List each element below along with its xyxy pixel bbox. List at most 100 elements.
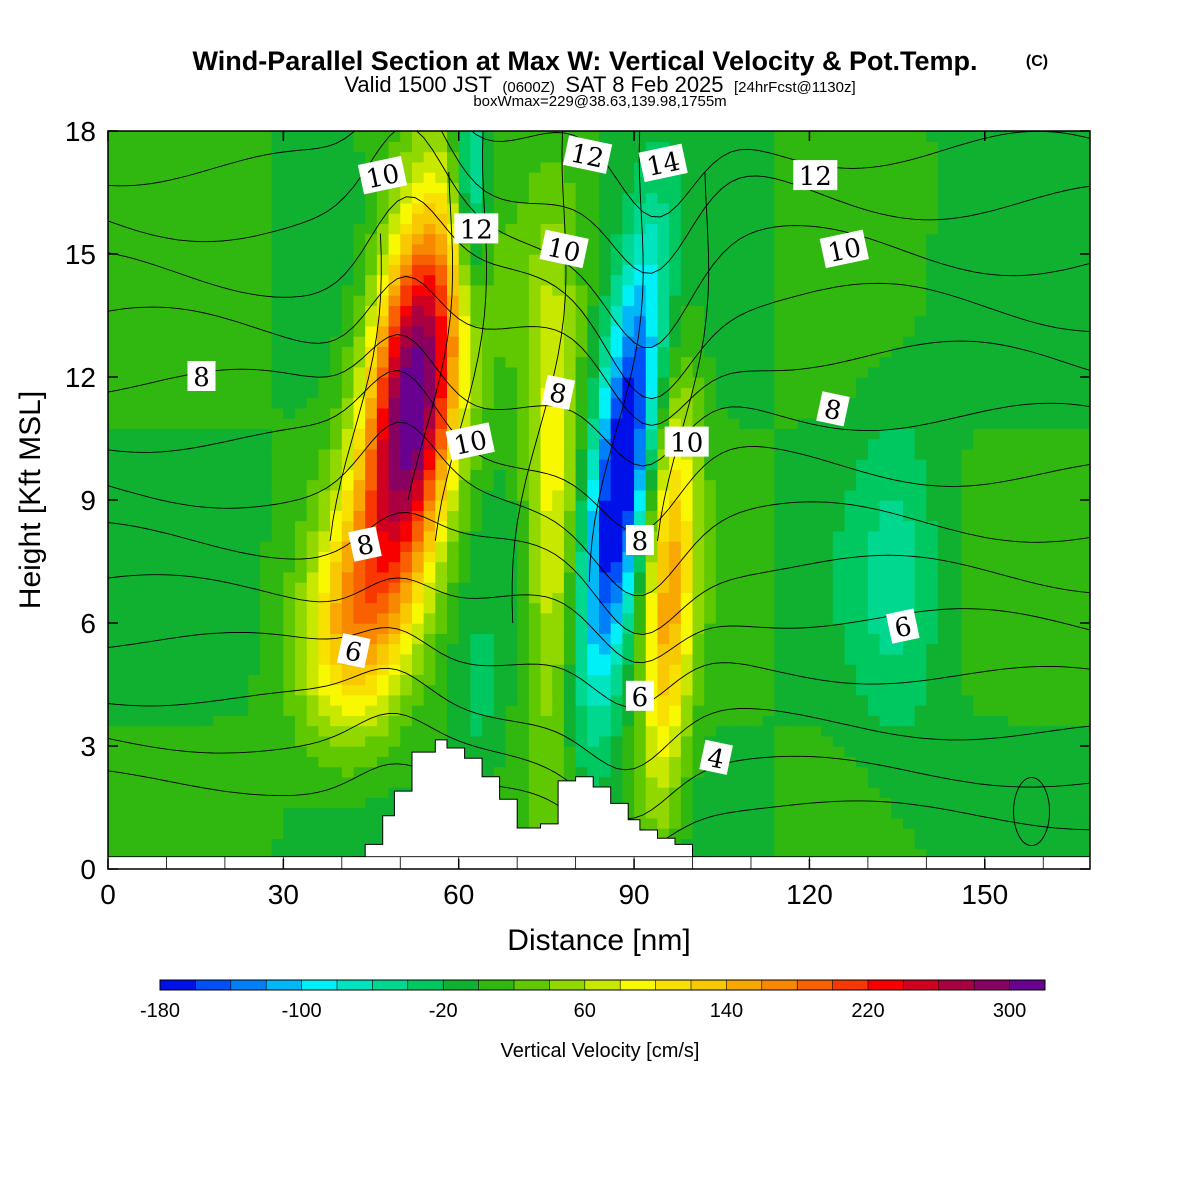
velocity-cell [692,172,705,183]
velocity-cell [786,254,799,265]
velocity-cell [610,151,624,163]
velocity-cell [470,674,483,686]
velocity-cell [657,520,670,532]
velocity-cell [505,602,518,614]
velocity-cell [762,787,776,798]
velocity-cell [505,264,518,276]
velocity-cell [844,582,857,593]
velocity-cell [131,797,144,809]
velocity-cell [189,151,203,163]
velocity-cell [365,284,378,296]
velocity-cell [809,325,822,337]
velocity-cell [704,684,717,696]
velocity-cell [739,284,752,296]
velocity-cell [388,694,401,706]
velocity-cell [832,797,846,809]
velocity-cell [400,315,413,327]
velocity-cell [423,377,437,388]
velocity-cell [599,315,612,327]
velocity-cell [821,828,834,839]
velocity-cell [832,715,846,727]
velocity-cell [680,612,694,624]
velocity-cell [540,459,553,470]
velocity-cell [470,705,483,716]
velocity-cell [201,674,214,686]
velocity-cell [388,735,401,747]
velocity-cell [108,479,121,491]
velocity-cell [599,592,612,604]
velocity-cell [166,387,179,399]
velocity-cell [259,623,273,634]
velocity-cell [680,459,694,470]
velocity-cell [692,325,705,337]
velocity-cell [540,223,553,235]
velocity-cell [599,705,612,716]
velocity-cell [832,807,846,819]
velocity-cell [832,315,846,327]
velocity-cell [248,284,261,296]
velocity-cell [634,223,647,235]
velocity-cell [178,438,191,450]
velocity-cell [575,510,589,522]
velocity-cell [470,510,483,522]
velocity-cell [528,735,542,747]
velocity-cell [131,633,144,645]
velocity-cell [704,725,717,737]
velocity-cell [575,530,589,542]
velocity-cell [774,469,787,481]
velocity-cell [166,612,179,624]
velocity-cell [482,582,495,593]
velocity-cell [119,746,133,757]
velocity-cell [411,336,425,347]
velocity-cell [762,602,776,614]
velocity-cell [610,489,624,501]
velocity-cell [774,500,787,511]
velocity-cell [715,602,729,614]
velocity-cell [458,366,472,378]
velocity-cell [715,684,729,696]
velocity-cell [528,797,542,809]
velocity-cell [435,623,448,634]
velocity-cell [867,243,881,255]
velocity-cell [166,623,179,634]
velocity-cell [680,776,694,788]
velocity-cell [739,530,752,542]
velocity-cell [295,500,308,511]
velocity-cell [856,684,869,696]
velocity-cell [131,551,144,563]
velocity-cell [563,274,577,286]
velocity-cell [108,848,121,860]
velocity-cell [482,366,495,378]
velocity-cell [517,131,530,142]
velocity-cell [166,541,179,552]
velocity-cell [189,592,203,604]
velocity-cell [470,561,483,573]
velocity-cell [692,520,705,532]
velocity-cell [844,366,857,378]
velocity-cell [505,479,518,491]
velocity-cell [879,612,892,624]
velocity-cell [797,407,811,419]
velocity-cell [482,397,495,409]
velocity-cell [715,551,729,563]
velocity-cell [528,254,542,265]
velocity-cell [879,161,892,173]
velocity-cell [283,838,296,850]
velocity-cell [528,305,542,317]
velocity-cell [587,612,600,624]
velocity-cell [295,746,308,757]
velocity-cell [727,715,740,727]
velocity-cell [411,530,425,542]
velocity-cell [704,459,717,470]
velocity-cell [458,571,472,583]
velocity-cell [119,797,133,809]
velocity-cell [844,305,857,317]
velocity-cell [447,684,460,696]
velocity-cell [224,151,238,163]
velocity-cell [213,377,226,388]
velocity-cell [750,653,764,665]
velocity-cell [669,192,682,204]
velocity-cell [341,807,355,819]
velocity-cell [517,315,530,327]
velocity-cell [832,530,846,542]
